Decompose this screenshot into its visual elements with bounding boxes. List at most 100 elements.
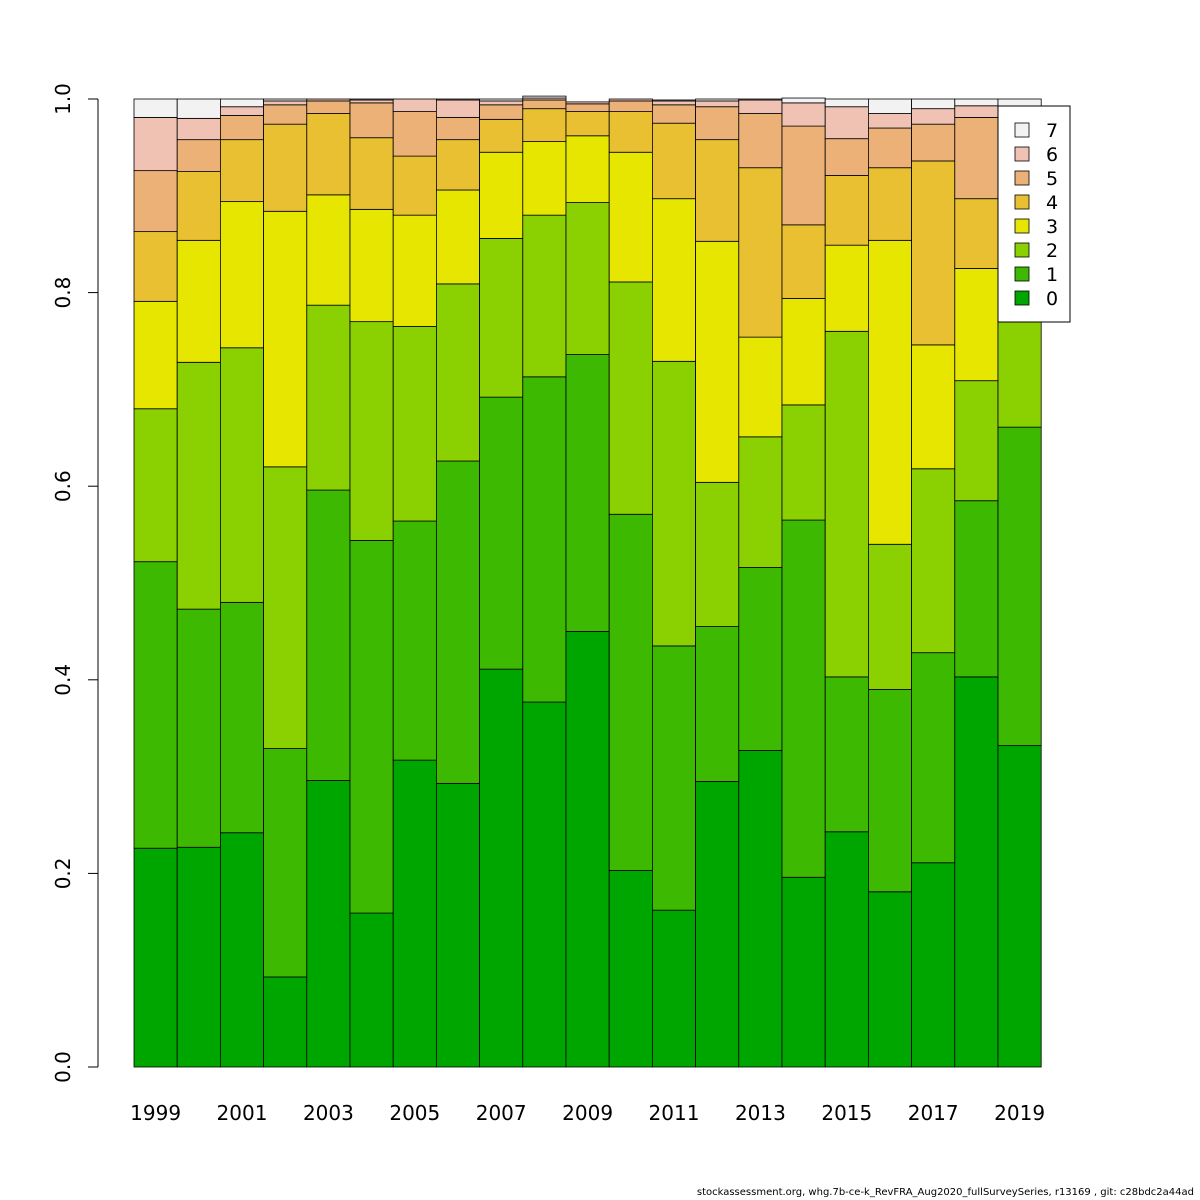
- bar-segment-2008-age-0: [522, 701, 567, 1068]
- bar-segment-2002-age-1: [263, 748, 308, 978]
- legend-label-7: 7: [1046, 120, 1058, 142]
- bar-segment-2008-age-1: [522, 376, 567, 703]
- bar-segment-2009-age-6: [565, 101, 610, 105]
- bar-segment-2006-age-1: [435, 460, 480, 784]
- bar-segment-2017-age-0: [911, 862, 956, 1068]
- bar-segment-2014-age-2: [781, 404, 826, 521]
- bar-segment-2013-age-0: [738, 750, 783, 1068]
- bar-segment-2015-age-3: [824, 244, 869, 332]
- bar-segment-2001-age-2: [219, 347, 264, 603]
- bar-segment-2013-age-6: [738, 99, 783, 114]
- bar-segment-2001-age-6: [219, 106, 264, 116]
- bar-segment-2004-age-2: [349, 321, 394, 541]
- bar-segment-2018-age-3: [954, 267, 999, 382]
- bar-segment-2007-age-1: [479, 396, 524, 670]
- bar-segment-2014-age-1: [781, 519, 826, 878]
- bar-segment-2009-age-5: [565, 103, 610, 112]
- bar-segment-2001-age-0: [219, 832, 264, 1068]
- x-tick-label: 2007: [476, 1101, 527, 1125]
- bar-segment-2004-age-3: [349, 208, 394, 323]
- x-tick-label: 2005: [389, 1101, 440, 1125]
- bar-segment-2019-age-0: [997, 745, 1042, 1068]
- bar-segment-2012-age-7: [695, 98, 740, 102]
- x-tick-label: 2001: [217, 1101, 268, 1125]
- bar-segment-2018-age-5: [954, 116, 999, 200]
- bar-segment-2011-age-1: [652, 645, 697, 911]
- bar-segment-2017-age-3: [911, 344, 956, 470]
- y-tick-label: 0.4: [51, 664, 75, 696]
- bar-segment-2010-age-4: [608, 111, 653, 153]
- bar-segment-2004-age-0: [349, 912, 394, 1068]
- bar-segment-2010-age-3: [608, 151, 653, 283]
- bar-segment-2000-age-2: [176, 361, 221, 610]
- bar-segment-2013-age-4: [738, 167, 783, 338]
- bar-segment-2017-age-5: [911, 123, 956, 162]
- footer-text: stockassessment.org, whg.7b-ce-k_RevFRA_…: [696, 1187, 1194, 1198]
- bar-segment-1999-age-4: [133, 231, 178, 302]
- bar-segment-1999-age-1: [133, 561, 178, 849]
- bar-segment-2006-age-4: [435, 139, 480, 191]
- y-axis: 0.0 0.2 0.4 0.6 0.8 1.0: [51, 83, 99, 1083]
- bar-segment-2009-age-3: [565, 135, 610, 203]
- bar-segment-2014-age-4: [781, 224, 826, 299]
- bar-segment-2011-age-3: [652, 198, 697, 362]
- bar-segment-2009-age-4: [565, 111, 610, 137]
- bar-segment-2015-age-2: [824, 330, 869, 678]
- bar-segment-2010-age-2: [608, 281, 653, 515]
- bar-segment-2009-age-1: [565, 354, 610, 632]
- bar-segment-2011-age-7: [652, 99, 697, 102]
- bar-segment-2001-age-7: [219, 98, 264, 108]
- bar-segment-2003-age-6: [306, 98, 351, 102]
- x-tick-label: 2019: [994, 1101, 1045, 1125]
- bar-segment-2016-age-0: [868, 891, 913, 1068]
- y-tick-label: 0.2: [51, 857, 75, 889]
- bar-segment-2014-age-7: [781, 97, 826, 104]
- bar-segment-2018-age-0: [954, 676, 999, 1068]
- x-tick-label: 2003: [303, 1101, 354, 1125]
- bar-segment-2008-age-3: [522, 141, 567, 216]
- bar-segment-2016-age-5: [868, 127, 913, 169]
- bar-segment-2005-age-3: [392, 214, 437, 327]
- bar-segment-2005-age-1: [392, 520, 437, 761]
- bar-segment-2002-age-3: [263, 210, 308, 468]
- bar-segment-2016-age-7: [868, 98, 913, 114]
- bar-segment-2003-age-3: [306, 194, 351, 306]
- bar-segment-2005-age-5: [392, 111, 437, 157]
- bar-segment-2009-age-2: [565, 202, 610, 355]
- bar-segment-1999-age-7: [133, 98, 178, 118]
- bar-segment-2008-age-4: [522, 108, 567, 142]
- bar-segment-2006-age-0: [435, 782, 480, 1068]
- bar-segment-2019-age-2: [997, 321, 1042, 428]
- bar-segment-2002-age-2: [263, 466, 308, 749]
- x-tick-label: 2013: [735, 1101, 786, 1125]
- bar-segment-2011-age-4: [652, 122, 697, 200]
- bar-segment-2004-age-7: [349, 98, 394, 101]
- bar-segment-2006-age-7: [435, 98, 480, 101]
- bar-segment-2007-age-4: [479, 118, 524, 153]
- bar-segment-1999-age-2: [133, 408, 178, 563]
- bar-segment-2015-age-6: [824, 106, 869, 140]
- bar-segment-2010-age-1: [608, 513, 653, 871]
- bar-segment-2013-age-7: [738, 98, 783, 101]
- bar-segment-2006-age-3: [435, 189, 480, 285]
- x-tick-label: 1999: [130, 1101, 181, 1125]
- legend-label-3: 3: [1046, 216, 1058, 238]
- bar-segment-2015-age-7: [824, 98, 869, 108]
- bar-segment-2006-age-5: [435, 116, 480, 141]
- legend-swatch-3: [1014, 218, 1030, 234]
- legend-swatch-1: [1014, 266, 1030, 282]
- legend-box: [997, 105, 1071, 323]
- bar-segment-2012-age-4: [695, 139, 740, 242]
- bar-segment-2000-age-5: [176, 139, 221, 173]
- bar-segment-2007-age-5: [479, 104, 524, 120]
- bar-segment-2014-age-6: [781, 102, 826, 127]
- bar-segment-2019-age-1: [997, 426, 1042, 747]
- legend-label-2: 2: [1046, 240, 1058, 262]
- bar-segment-2011-age-6: [652, 100, 697, 106]
- legend-label-5: 5: [1046, 168, 1058, 190]
- bar-segment-2000-age-0: [176, 846, 221, 1068]
- bar-segment-2010-age-5: [608, 100, 653, 112]
- bar-segment-2018-age-4: [954, 198, 999, 269]
